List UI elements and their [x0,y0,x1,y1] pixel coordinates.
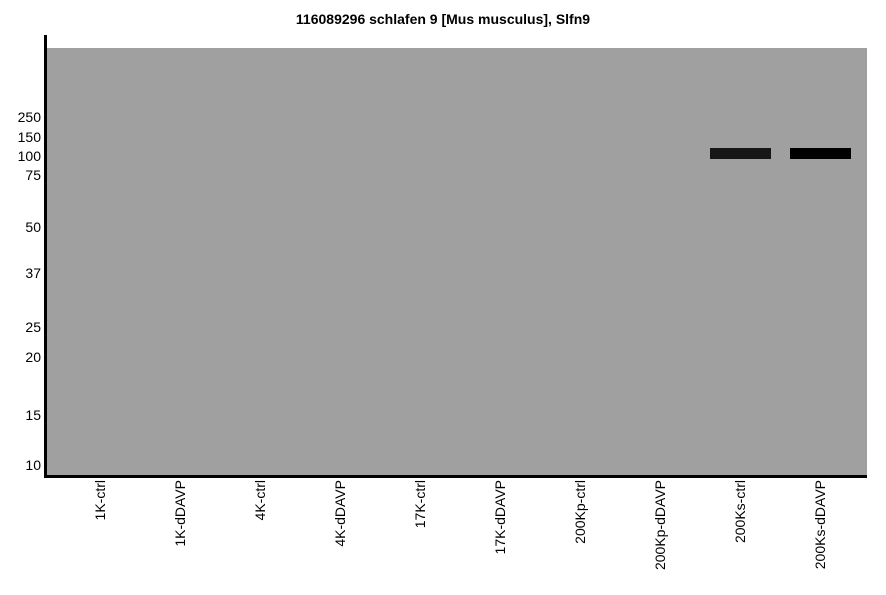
y-tick-label: 75 [25,167,41,183]
lane-label: 200Ks-dDAVP [812,480,828,570]
lane-label: 4K-dDAVP [332,480,348,547]
y-tick-label: 15 [25,407,41,423]
chart-title: 116089296 schlafen 9 [Mus musculus], Slf… [295,11,591,27]
gel-area [47,48,867,475]
y-tick-label: 37 [25,265,41,281]
y-tick-label: 250 [17,109,41,125]
lane-label: 4K-ctrl [252,480,268,521]
lane-label: 200Kp-dDAVP [652,480,668,571]
x-axis-line [44,475,867,478]
protein-band [789,148,851,159]
y-tick-label: 50 [25,219,41,235]
lane-label: 1K-ctrl [92,480,108,521]
y-tick-label: 100 [17,148,41,164]
lane-label: 200Ks-ctrl [732,480,748,544]
lane-label: 17K-ctrl [412,480,428,529]
y-tick-label: 20 [25,349,41,365]
y-axis-line [44,35,47,478]
protein-band [709,148,771,159]
y-tick-label: 150 [17,129,41,145]
y-tick-label: 10 [25,457,41,473]
lane-label: 200Kp-ctrl [572,480,588,544]
lane-label: 17K-dDAVP [492,480,508,555]
y-tick-label: 25 [25,319,41,335]
lane-label: 1K-dDAVP [172,480,188,547]
